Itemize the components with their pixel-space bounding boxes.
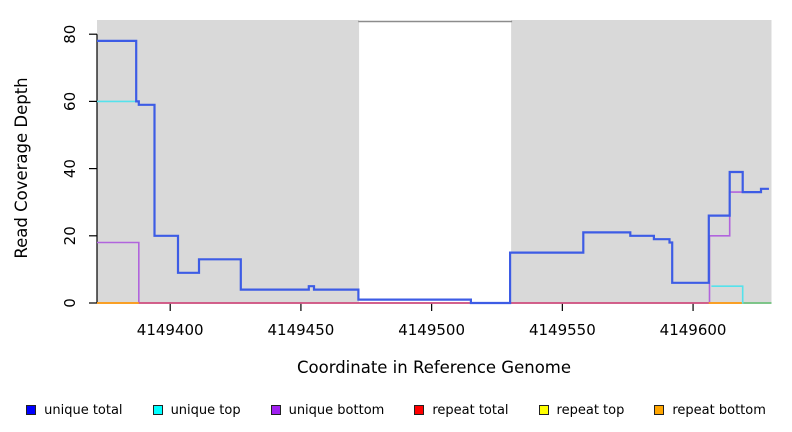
legend-item-repeat-total: repeat total [414, 402, 509, 418]
repeat-total-swatch-icon [414, 405, 425, 415]
legend-label: unique top [170, 402, 241, 418]
x-tick-label: 4149400 [137, 321, 204, 339]
legend-item-repeat-top: repeat top [538, 402, 625, 418]
y-axis-title: Read Coverage Depth [12, 77, 31, 258]
y-tick-label: 0 [61, 298, 79, 308]
x-tick-label: 4149450 [268, 321, 335, 339]
x-tick-label: 4149500 [398, 321, 465, 339]
plot-legend: unique total unique top unique bottom re… [0, 398, 792, 422]
legend-label: unique total [44, 402, 123, 418]
legend-item-unique-top: unique top [152, 402, 241, 418]
series-unique-top-line [711, 285, 744, 304]
plot-layers: 0 20 40 60 80 4149400 4149450 4149500 4149550 414… [61, 20, 772, 339]
legend-item-unique-total: unique total [26, 402, 123, 418]
x-tick-label: 4149600 [660, 321, 727, 339]
open-window [359, 20, 512, 303]
y-tick-label: 40 [61, 159, 79, 178]
x-tick-label: 4149550 [529, 321, 596, 339]
y-tick-label: 60 [61, 92, 79, 111]
coverage-plot-container: 0 20 40 60 80 4149400 4149450 4149500 4149550 414… [12, 20, 772, 377]
legend-label: repeat top [556, 402, 625, 418]
repeat-top-swatch-icon [538, 405, 549, 415]
masked-region-left [97, 20, 360, 303]
x-axis-title: Coordinate in Reference Genome [297, 358, 571, 377]
legend-item-repeat-bottom: repeat bottom [654, 403, 766, 418]
unique-top-swatch-icon [152, 405, 163, 415]
series-unique-total-line [97, 39, 769, 305]
coverage-plot: 0 20 40 60 80 4149400 4149450 4149500 4149550 414… [12, 20, 772, 377]
legend-label: unique bottom [288, 402, 385, 418]
legend-item-unique-bottom: unique bottom [270, 402, 385, 418]
legend-label: repeat bottom [672, 402, 766, 418]
repeat-bottom-swatch-icon [654, 405, 665, 415]
unique-bottom-swatch-icon [270, 405, 281, 415]
unique-total-swatch-icon [26, 405, 37, 415]
masked-region-right [511, 20, 772, 303]
legend-label: repeat total [432, 402, 509, 418]
y-tick-label: 80 [61, 25, 79, 44]
y-tick-label: 20 [61, 226, 79, 245]
